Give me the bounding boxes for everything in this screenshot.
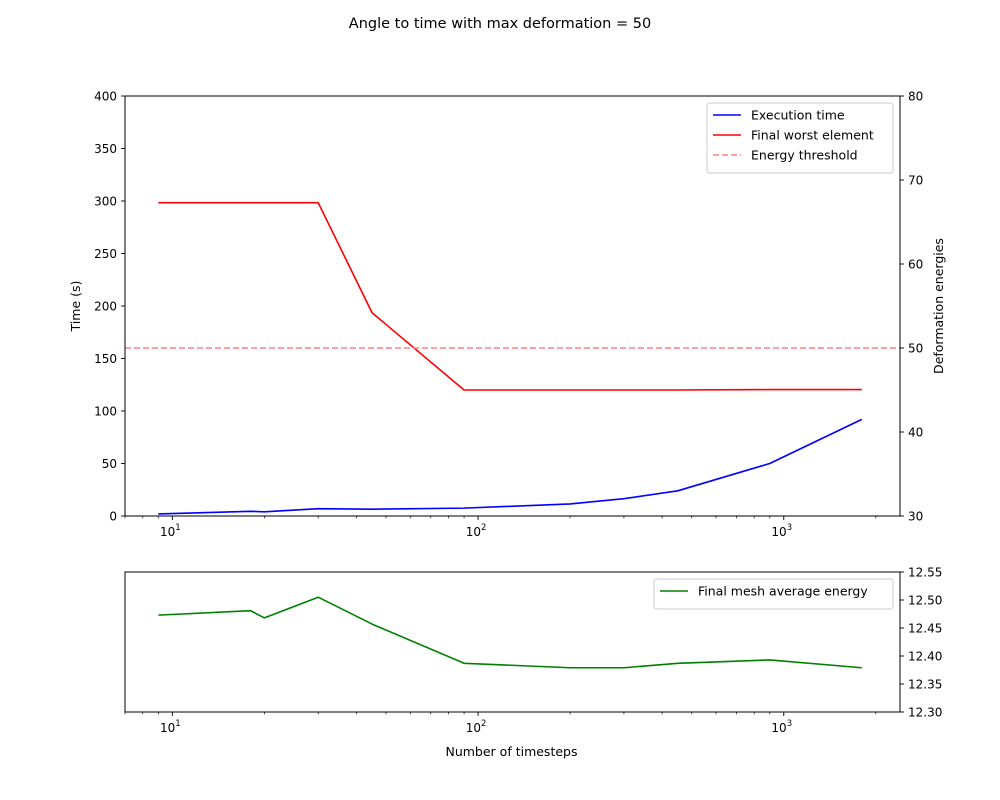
legend-box bbox=[653, 578, 894, 610]
y-right-tick-label: 12.40 bbox=[908, 650, 942, 664]
x-tick-label: 103 bbox=[771, 523, 792, 539]
y-left-tick-label: 400 bbox=[94, 90, 117, 104]
legend-label: Final mesh average energy bbox=[698, 584, 868, 599]
x-tick-label: 102 bbox=[466, 719, 487, 735]
legend-label: Final worst element bbox=[751, 128, 874, 143]
legend: Execution time Final worst element Energy … bbox=[706, 102, 894, 174]
y-left-tick-label: 250 bbox=[94, 247, 117, 261]
y-left-tick-label: 50 bbox=[102, 457, 117, 471]
y-left-tick-label: 300 bbox=[94, 195, 117, 209]
series-line-final-worst-element bbox=[158, 201, 862, 391]
x-tick-label: 103 bbox=[771, 719, 792, 735]
y-right-axis-label: Deformation energies bbox=[931, 238, 946, 374]
x-tick-label: 102 bbox=[466, 523, 487, 539]
plot-frame bbox=[124, 571, 901, 713]
y-right-tick-label: 12.50 bbox=[908, 594, 942, 608]
y-right-tick-label: 12.30 bbox=[908, 706, 942, 720]
y-right-tick-label: 40 bbox=[908, 426, 923, 440]
x-tick-label: 101 bbox=[160, 719, 181, 735]
y-right-tick-label: 50 bbox=[908, 342, 923, 356]
y-left-tick-label: 200 bbox=[94, 300, 117, 314]
series-line-final-mesh-average-energy bbox=[158, 596, 862, 669]
y-right-tick-label: 12.55 bbox=[908, 566, 942, 580]
y-right-tick-label: 12.35 bbox=[908, 678, 942, 692]
y-left-axis-label: Time (s) bbox=[68, 281, 83, 333]
legend-box bbox=[706, 102, 894, 174]
y-right-tick-label: 80 bbox=[908, 90, 923, 104]
legend-label: Execution time bbox=[751, 108, 845, 123]
y-left-tick-label: 350 bbox=[94, 142, 117, 156]
y-right-tick-label: 70 bbox=[908, 174, 923, 188]
y-left-tick-label: 100 bbox=[94, 405, 117, 419]
legend-label: Energy threshold bbox=[751, 148, 858, 163]
chart-title: Angle to time with max deformation = 50 bbox=[349, 16, 651, 32]
y-right-tick-label: 30 bbox=[908, 510, 923, 524]
y-left-tick-label: 150 bbox=[94, 352, 117, 366]
top-panel: 0 50 100 150 200 250 300 350 400 30 40 50 60 70 80 101 1… bbox=[68, 90, 946, 540]
series-line-execution-time bbox=[158, 418, 863, 515]
y-left-tick-label: 0 bbox=[109, 510, 117, 524]
y-right-tick-label: 60 bbox=[908, 258, 923, 272]
x-tick-label: 101 bbox=[160, 523, 181, 539]
bottom-panel: 12.30 12.35 12.40 12.45 12.50 12.55 101 102 103 N… bbox=[124, 566, 942, 759]
y-right-tick-label: 12.45 bbox=[908, 622, 942, 636]
x-axis-label: Number of timesteps bbox=[445, 744, 577, 759]
legend: Final mesh average energy bbox=[653, 578, 894, 610]
